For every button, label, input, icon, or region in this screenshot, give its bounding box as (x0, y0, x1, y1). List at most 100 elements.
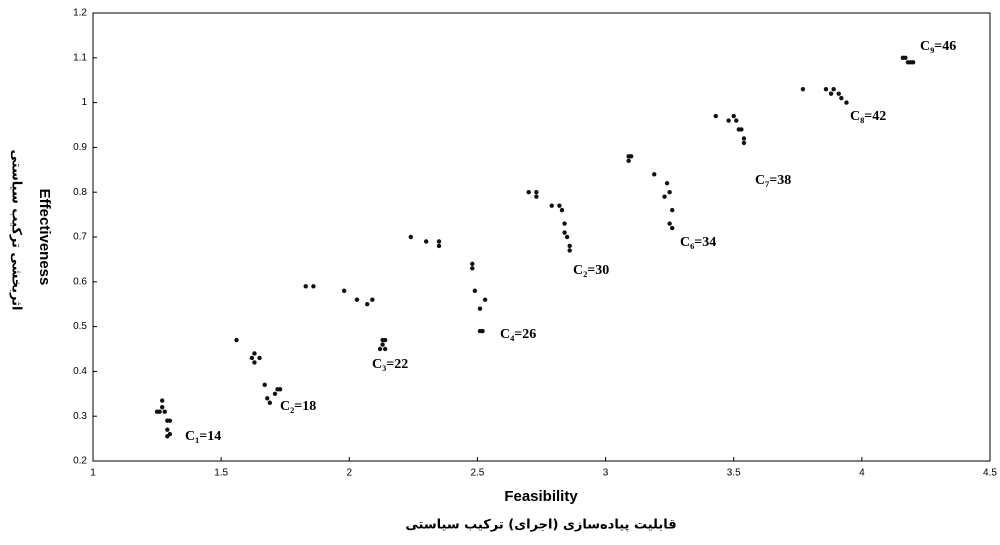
point (167, 431, 173, 437)
point (477, 306, 483, 311)
point (382, 337, 388, 343)
point (380, 342, 385, 347)
point (272, 391, 278, 396)
x-axis-label-fa: قابلیت پیاده‌سازی (اجرای) ترکیب سیاستی (405, 518, 676, 533)
point (370, 297, 375, 302)
point (341, 288, 347, 293)
y-tick-label: 0.3 (73, 411, 87, 422)
plot-frame (92, 12, 991, 462)
y-tick-label: 1.2 (73, 8, 87, 19)
point (670, 207, 675, 213)
point (562, 230, 567, 235)
y-tick-label: 0.8 (73, 187, 87, 198)
point (823, 86, 829, 92)
x-axis-label: Feasibility (504, 488, 578, 505)
point (470, 261, 475, 267)
point (739, 127, 744, 132)
point (903, 55, 908, 60)
cluster-label: C₉=46 (920, 39, 956, 54)
point (629, 154, 634, 159)
point (257, 355, 262, 361)
point (731, 113, 736, 119)
point (311, 284, 316, 289)
point (408, 234, 413, 240)
point (726, 118, 731, 123)
point (734, 118, 739, 123)
point (831, 86, 836, 92)
point (664, 181, 670, 186)
point (157, 409, 162, 414)
cluster-label: C₂=30 (573, 263, 609, 278)
point (165, 427, 170, 432)
cluster-label: C₇=38 (755, 173, 791, 188)
point (564, 234, 570, 240)
point (365, 302, 370, 307)
y-tick-label: 1 (81, 97, 87, 108)
point (562, 221, 567, 226)
y-tick-label: 0.4 (73, 366, 87, 377)
point (567, 243, 572, 249)
point (567, 248, 572, 253)
point (741, 136, 747, 141)
point (234, 337, 239, 343)
x-tick-label: 1.5 (214, 468, 228, 479)
point (377, 346, 383, 352)
point (559, 207, 565, 213)
cluster-label: C₄=26 (500, 327, 536, 342)
point (534, 190, 539, 195)
point (303, 284, 308, 289)
x-tick-label: 3.5 (727, 468, 741, 479)
point (844, 100, 849, 105)
y-tick-label: 0.2 (73, 456, 87, 467)
point (667, 221, 672, 226)
cluster-label: C₃=22 (372, 357, 408, 372)
point (549, 203, 554, 208)
point (482, 297, 488, 302)
x-tick-label: 4 (859, 468, 865, 479)
y-axis-label-fa: اثربخشی ترکیب سیاستی (9, 150, 24, 311)
x-tick-label: 2.5 (470, 468, 484, 479)
point (265, 396, 270, 401)
y-tick-label: 0.6 (73, 276, 87, 287)
cluster-label: C₂=18 (280, 399, 316, 414)
point (741, 140, 747, 146)
point (472, 288, 478, 293)
cluster-label: C₆=34 (680, 235, 716, 250)
y-tick-label: 0.5 (73, 321, 87, 332)
point (526, 190, 531, 195)
point (534, 194, 539, 199)
point (159, 398, 165, 403)
point (626, 158, 631, 164)
point (667, 190, 672, 195)
point (652, 172, 657, 177)
y-tick-label: 1.1 (73, 52, 87, 63)
point (836, 91, 841, 96)
point (557, 203, 562, 208)
point (713, 113, 718, 119)
point (382, 346, 388, 352)
point (267, 400, 273, 405)
y-tick-label: 0.7 (73, 232, 87, 243)
point (252, 360, 257, 365)
point (423, 239, 429, 244)
point (436, 243, 442, 249)
point (162, 409, 167, 414)
point (249, 355, 255, 361)
point (800, 86, 806, 92)
x-tick-label: 1 (90, 468, 96, 479)
x-tick-label: 3 (603, 468, 609, 479)
y-axis-label: Effectiveness (36, 189, 53, 286)
point (662, 194, 667, 199)
x-tick-label: 2 (347, 468, 353, 479)
point (828, 91, 834, 96)
point (159, 405, 165, 410)
y-tick-label: 0.9 (73, 142, 87, 153)
cluster-label: C₈=42 (850, 109, 886, 124)
point (167, 418, 173, 423)
point (252, 351, 257, 356)
cluster-label: C₁=14 (185, 429, 221, 444)
point (436, 239, 442, 244)
point (910, 60, 916, 65)
x-tick-label: 4.5 (983, 468, 997, 479)
